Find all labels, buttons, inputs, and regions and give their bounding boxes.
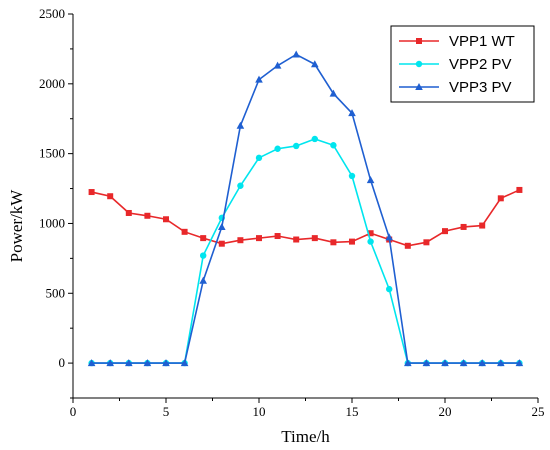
data-point xyxy=(293,236,300,243)
y-tick-label: 2000 xyxy=(39,76,65,91)
data-point xyxy=(441,359,449,367)
y-tick-label: 500 xyxy=(46,285,66,300)
data-point xyxy=(144,212,151,219)
legend-label: VPP2 PV xyxy=(449,56,512,73)
data-point xyxy=(256,235,262,242)
data-point xyxy=(367,238,374,245)
data-point xyxy=(478,359,486,367)
data-point xyxy=(125,359,133,367)
data-point xyxy=(181,228,188,235)
legend-label: VPP1 WT xyxy=(449,33,515,50)
data-point xyxy=(218,222,226,230)
data-point xyxy=(143,359,152,367)
data-point xyxy=(404,242,411,249)
data-point xyxy=(422,359,431,367)
data-point xyxy=(255,154,263,162)
data-point xyxy=(87,359,96,367)
data-point xyxy=(442,228,448,235)
data-point xyxy=(163,216,169,223)
data-point xyxy=(460,223,467,230)
data-point xyxy=(311,135,318,143)
data-point xyxy=(330,142,337,149)
data-point xyxy=(199,276,207,284)
x-axis-title: Time/h xyxy=(281,427,330,446)
data-point xyxy=(367,230,374,237)
data-point xyxy=(218,240,225,247)
data-point xyxy=(274,145,281,152)
legend-box xyxy=(390,25,535,103)
legend-item: VPP3 PV xyxy=(399,79,512,96)
data-point xyxy=(497,359,505,367)
series-line xyxy=(91,189,520,247)
data-point xyxy=(255,75,263,83)
y-tick-label: 0 xyxy=(59,355,66,370)
y-tick-label: 1500 xyxy=(39,146,65,161)
y-tick-label: 2500 xyxy=(39,6,65,21)
legend-marker xyxy=(416,38,422,44)
data-point xyxy=(236,121,245,129)
legend-marker xyxy=(415,83,423,90)
data-point xyxy=(88,189,95,196)
data-point xyxy=(329,89,338,97)
data-point xyxy=(293,142,300,150)
data-point xyxy=(366,176,375,184)
data-point xyxy=(106,359,114,367)
x-tick-label: 10 xyxy=(253,404,266,419)
series-1 xyxy=(88,186,523,249)
y-tick-label: 1000 xyxy=(39,215,65,230)
data-point xyxy=(274,233,281,240)
data-point xyxy=(237,237,244,244)
x-tick-label: 20 xyxy=(439,404,452,419)
data-point xyxy=(497,195,504,202)
data-point xyxy=(311,235,318,242)
data-point xyxy=(348,109,356,117)
data-point xyxy=(292,50,300,58)
legend: VPP1 WT VPP2 PV VPP3 PV xyxy=(390,25,535,103)
x-tick-label: 5 xyxy=(163,404,170,419)
series-3 xyxy=(87,50,524,367)
data-point xyxy=(423,239,430,246)
data-point xyxy=(330,239,337,246)
data-point xyxy=(311,60,319,68)
data-point xyxy=(162,359,170,367)
data-point xyxy=(404,359,412,367)
data-point xyxy=(459,359,468,367)
legend-item: VPP2 PV xyxy=(399,56,512,73)
y-axis-title: Power/kW xyxy=(7,189,26,263)
data-point xyxy=(349,238,355,245)
axes: 0 5 10 15 20 25 0 500 1000 1500 2000 2500 xyxy=(39,6,545,419)
series-line xyxy=(91,138,520,364)
series-layer xyxy=(87,50,524,367)
data-point xyxy=(180,359,189,367)
legend-item: VPP1 WT xyxy=(399,33,515,50)
data-point xyxy=(200,235,207,242)
data-point xyxy=(386,285,393,293)
data-point xyxy=(516,186,523,193)
data-point xyxy=(515,359,524,367)
data-point xyxy=(479,222,486,229)
data-point xyxy=(348,172,356,180)
data-point xyxy=(200,252,207,259)
series-line xyxy=(91,53,520,364)
x-tick-label: 15 xyxy=(346,404,359,419)
x-tick-label: 25 xyxy=(532,404,545,419)
legend-label: VPP3 PV xyxy=(449,79,512,96)
series-2 xyxy=(88,135,523,367)
data-point xyxy=(237,182,244,189)
legend-marker xyxy=(415,60,423,68)
x-tick-label: 0 xyxy=(70,404,77,419)
data-point xyxy=(385,233,393,241)
data-point xyxy=(273,61,282,69)
data-point xyxy=(107,193,114,200)
data-point xyxy=(125,209,132,216)
